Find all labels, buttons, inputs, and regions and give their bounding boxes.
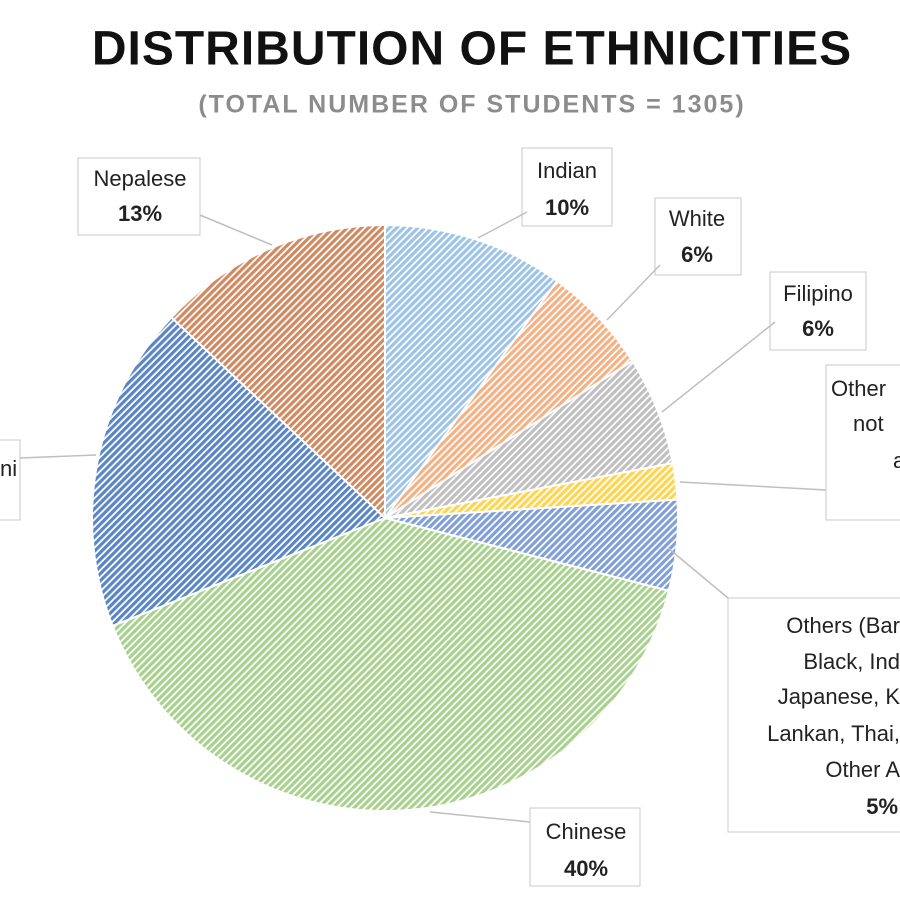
leader-line: [19, 454, 97, 459]
slice-label: a: [893, 448, 900, 473]
leader-line: [667, 547, 729, 599]
slice-percent: 10%: [545, 195, 589, 220]
slice-label: White: [669, 206, 725, 231]
label-box: [0, 439, 21, 521]
chart-title: DISTRIBUTION OF ETHNICITIES: [92, 23, 852, 76]
leader-line: [199, 214, 273, 246]
slice-label: Lankan, Thai,: [767, 721, 900, 746]
leader-line: [679, 481, 827, 491]
slice-percent: 13%: [118, 201, 162, 226]
slice-label: Indian: [537, 158, 597, 183]
chart-subtitle: (TOTAL NUMBER OF STUDENTS = 1305): [198, 91, 745, 119]
label-box: [521, 147, 613, 227]
label-box: [529, 807, 641, 887]
slice-percent: 40%: [564, 856, 608, 881]
label-box: [77, 157, 201, 236]
label-box: [654, 197, 742, 276]
slice-label: Filipino: [783, 281, 853, 306]
pie-slice: [111, 516, 671, 812]
slice-percent: 6%: [681, 242, 713, 267]
pie-slice: [384, 223, 559, 522]
pie-slice: [91, 316, 387, 628]
label-box: [769, 271, 867, 351]
slice-label: ni: [0, 456, 17, 481]
pie-slice: [169, 223, 386, 521]
slice-label: Black, Ind: [803, 649, 900, 674]
slice-label: Other A: [825, 757, 900, 782]
slice-label: not: [853, 411, 884, 436]
slice-label: Japanese, K: [778, 684, 900, 709]
label-box: [825, 364, 900, 521]
label-box: [727, 597, 900, 833]
slice-label: Nepalese: [94, 166, 187, 191]
leader-line: [429, 811, 531, 823]
leader-line: [661, 321, 776, 413]
leader-line: [477, 211, 528, 239]
leader-line: [606, 264, 661, 321]
slice-label: Chinese: [546, 819, 627, 844]
slice-percent: 6%: [802, 316, 834, 341]
slice-label: Others (Bar: [786, 613, 900, 638]
slice-label: Other: [831, 376, 886, 401]
slice-percent: 5%: [866, 794, 898, 819]
